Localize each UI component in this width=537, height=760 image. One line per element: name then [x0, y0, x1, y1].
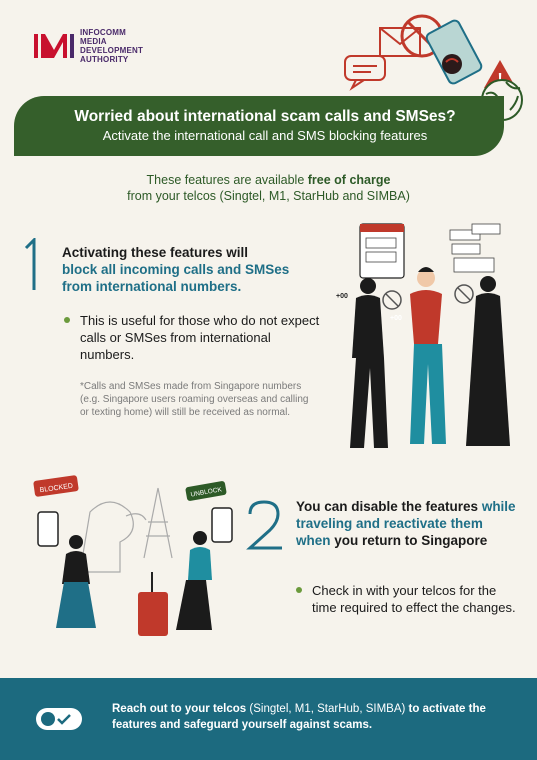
footer-band — [0, 678, 537, 760]
blocked-tag: BLOCKED — [33, 475, 79, 497]
banner-title: Worried about international scam calls a… — [74, 108, 456, 125]
step-2-bullet: Check in with your telcos for the time r… — [312, 583, 516, 615]
step-1-heading: Activating these features will block all… — [62, 245, 290, 294]
scam-phone-illustration: ! — [344, 14, 523, 121]
banner-subtitle: Activate the international call and SMS … — [102, 128, 428, 143]
headline-banner — [14, 96, 504, 156]
traveller-illustration: BLOCKED UNBLOCK — [33, 475, 233, 636]
step-2-heading: You can disable the features while trave… — [296, 499, 516, 548]
step-1-footnote: *Calls and SMSes made from Singapore num… — [80, 381, 309, 418]
imda-logo-text: INFOCOMM MEDIA DEVELOPMENT AUTHORITY — [80, 28, 144, 64]
caller-label: +00 — [336, 293, 348, 300]
bullet-dot — [64, 317, 70, 323]
availability-line-1: These features are available free of cha… — [146, 173, 391, 187]
unblock-tag: UNBLOCK — [185, 481, 227, 501]
step-1-bullet: This is useful for those who do not expe… — [80, 313, 320, 362]
toggle-switch-icon — [36, 708, 82, 730]
footer-call-to-action: Reach out to your telcos (Singtel, M1, S… — [112, 703, 486, 731]
step-2-number — [246, 500, 282, 550]
step-1-number — [24, 238, 36, 290]
people-blocking-calls-illustration: +00 +00 +00 — [336, 223, 510, 448]
svg-text:BLOCKED: BLOCKED — [39, 483, 73, 495]
bullet-dot — [296, 587, 302, 593]
caller-label: +00 — [390, 315, 402, 322]
imda-logo-mark — [34, 34, 74, 58]
availability-line-2: from your telcos (Singtel, M1, StarHub a… — [127, 189, 410, 203]
